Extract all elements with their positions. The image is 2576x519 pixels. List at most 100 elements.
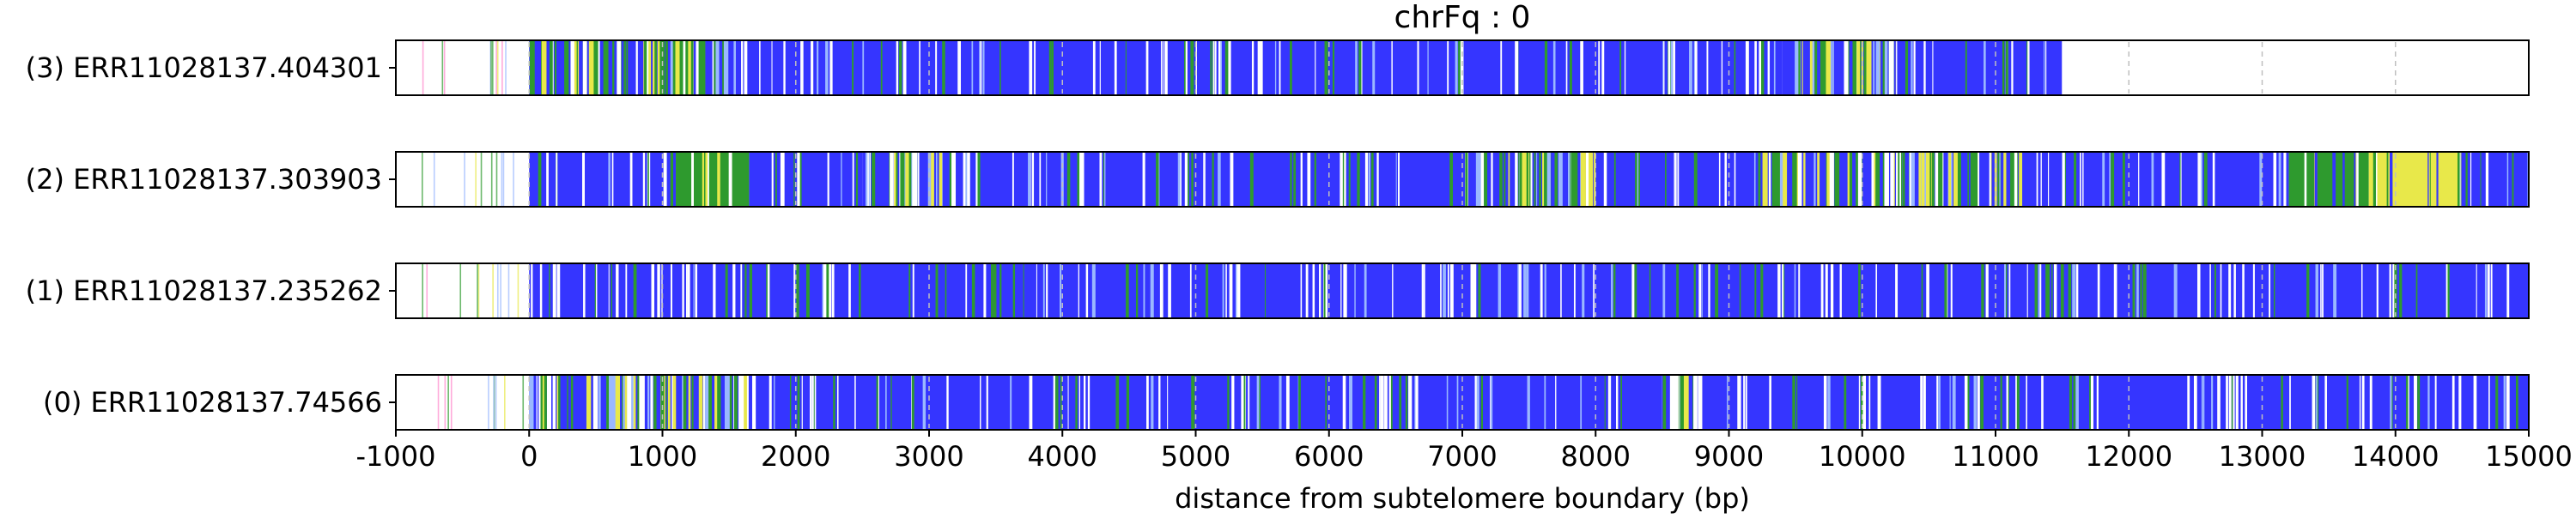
track-stripe <box>1809 40 1814 95</box>
track-stripe <box>2212 152 2215 207</box>
track-stripe <box>975 152 980 207</box>
track-stripe <box>2315 263 2318 318</box>
track-stripe <box>1167 375 1169 430</box>
track-stripe <box>541 40 547 95</box>
track-stripe <box>2459 152 2461 207</box>
track-stripe <box>1863 40 1868 95</box>
track-stripe <box>661 263 663 318</box>
read-track: (1) ERR11028137.235262 <box>26 263 2530 319</box>
track-stripe <box>2417 375 2421 430</box>
track-stripe <box>617 40 622 95</box>
track-stripe <box>2220 263 2222 318</box>
track-stripe <box>1184 152 1188 207</box>
track-stripe <box>1560 263 1562 318</box>
track-stripe <box>1446 375 1449 430</box>
track-stripe <box>2434 375 2437 430</box>
track-stripe <box>993 263 997 318</box>
track-stripe <box>939 152 943 207</box>
track-stripe <box>1230 152 1234 207</box>
track-stripe <box>725 263 728 318</box>
track-stripe <box>1091 263 1096 318</box>
track-stripe <box>1620 375 1622 430</box>
track-stripe <box>2361 263 2363 318</box>
track-stripe <box>542 375 547 430</box>
track-stripe <box>570 40 576 95</box>
track-stripe <box>2314 152 2318 207</box>
track-stripe <box>564 40 569 95</box>
track-stripe <box>766 263 770 318</box>
track-stripe <box>717 152 720 207</box>
track-stripe <box>459 263 462 318</box>
track-stripe <box>1449 152 1454 207</box>
track-stripe <box>1528 152 1533 207</box>
track-stripe <box>854 375 856 430</box>
track-stripe <box>1354 263 1356 318</box>
track-stripe <box>1558 152 1563 207</box>
track-stripe <box>2233 263 2235 318</box>
track-stripe <box>2062 40 2063 95</box>
track-stripe <box>1372 40 1376 95</box>
track-stripe <box>1871 152 1874 207</box>
track-stripe <box>2228 375 2232 430</box>
track-stripe <box>945 263 947 318</box>
track-stripe <box>598 375 601 430</box>
track-segment <box>1895 40 2063 95</box>
track-stripe <box>1290 152 1292 207</box>
track-stripe <box>1048 40 1052 95</box>
track-stripe <box>1970 152 1975 207</box>
track-stripe <box>554 40 557 95</box>
track-stripe <box>1142 152 1145 207</box>
track-stripe <box>1417 40 1419 95</box>
track-stripe <box>642 152 646 207</box>
track-stripe <box>1447 263 1449 318</box>
track-stripe <box>447 375 449 430</box>
track-stripe <box>1803 152 1806 207</box>
track-stripe <box>1953 152 1958 207</box>
track-stripe <box>1364 152 1369 207</box>
track-stripe <box>1827 375 1831 430</box>
track-stripe <box>2506 263 2510 318</box>
track-stripe <box>852 40 854 95</box>
track-stripe <box>2096 375 2099 430</box>
track-stripe <box>1925 152 1930 207</box>
track-stripe <box>774 375 775 430</box>
track-stripe <box>1753 152 1757 207</box>
track-stripe <box>2231 375 2233 430</box>
track-stripe <box>556 263 561 318</box>
track-stripe <box>980 40 982 95</box>
track-stripe <box>612 375 616 430</box>
track-stripe <box>827 152 829 207</box>
track-stripe <box>504 375 506 430</box>
track-stripe <box>2179 152 2181 207</box>
track-stripe <box>691 152 694 207</box>
track-stripe <box>1490 375 1492 430</box>
track-stripe <box>1734 40 1736 95</box>
track-stripe <box>743 375 747 430</box>
track-stripe <box>1060 152 1064 207</box>
track-stripe <box>2346 375 2348 430</box>
track-stripe <box>2122 152 2125 207</box>
track-stripe <box>1231 375 1235 430</box>
track-stripe <box>1218 152 1221 207</box>
track-stripe <box>2375 152 2378 207</box>
track-stripe <box>1683 375 1689 430</box>
track-stripe <box>908 152 912 207</box>
track-label: (0) ERR11028137.74566 <box>43 386 382 419</box>
track-stripe <box>2005 263 2008 318</box>
track-stripe <box>556 152 558 207</box>
track-stripe <box>2516 375 2518 430</box>
track-stripe <box>1143 263 1145 318</box>
track-stripe <box>1340 263 1342 318</box>
track-stripe <box>1573 263 1576 318</box>
track-stripe <box>1967 375 1970 430</box>
track-stripe <box>2214 263 2216 318</box>
track-stripe <box>1783 263 1785 318</box>
track-stripe <box>1662 375 1667 430</box>
track-stripe <box>1060 263 1062 318</box>
track-stripe <box>1370 152 1374 207</box>
track-stripe <box>946 375 949 430</box>
track-stripe <box>1066 152 1071 207</box>
track-stripe <box>2485 152 2489 207</box>
track-stripe <box>1580 152 1586 207</box>
